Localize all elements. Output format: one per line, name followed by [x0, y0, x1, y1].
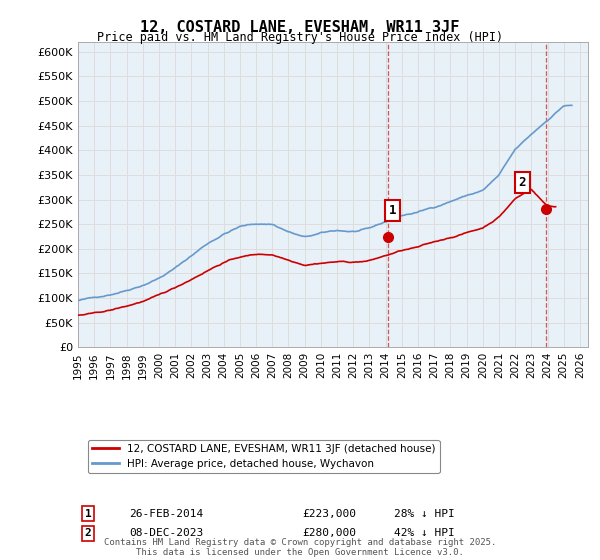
Text: Contains HM Land Registry data © Crown copyright and database right 2025.
This d: Contains HM Land Registry data © Crown c…	[104, 538, 496, 557]
Text: £280,000: £280,000	[302, 529, 356, 538]
Text: 28% ↓ HPI: 28% ↓ HPI	[394, 508, 455, 519]
Text: 26-FEB-2014: 26-FEB-2014	[129, 508, 203, 519]
Text: 42% ↓ HPI: 42% ↓ HPI	[394, 529, 455, 538]
Text: 12, COSTARD LANE, EVESHAM, WR11 3JF: 12, COSTARD LANE, EVESHAM, WR11 3JF	[140, 20, 460, 35]
Text: 1: 1	[85, 508, 92, 519]
Text: 08-DEC-2023: 08-DEC-2023	[129, 529, 203, 538]
Text: 2: 2	[85, 529, 92, 538]
Text: 1: 1	[389, 204, 397, 217]
Legend: 12, COSTARD LANE, EVESHAM, WR11 3JF (detached house), HPI: Average price, detach: 12, COSTARD LANE, EVESHAM, WR11 3JF (det…	[88, 440, 440, 473]
Text: Price paid vs. HM Land Registry's House Price Index (HPI): Price paid vs. HM Land Registry's House …	[97, 31, 503, 44]
Text: 2: 2	[518, 176, 526, 189]
Text: £223,000: £223,000	[302, 508, 356, 519]
